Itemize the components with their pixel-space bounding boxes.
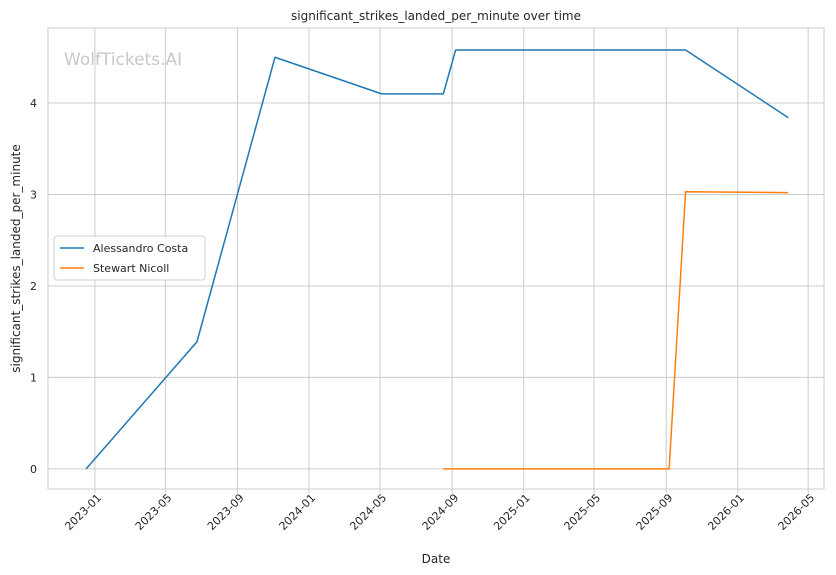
legend-box [53,235,206,281]
series-lines [85,49,789,470]
x-tick-label: 2025-01 [491,491,533,533]
y-tick-label: 1 [30,371,37,384]
x-axis-ticks: 2023-01 2023-05 2023-09 2024-01 2024-05 2024-… [62,489,817,533]
watermark: WolfTickets.AI [64,50,182,70]
x-tick-label: 2025-05 [562,491,604,533]
x-tick-label: 2026-01 [705,491,747,533]
grid-lines [48,28,824,489]
y-tick-label: 3 [30,188,37,201]
legend: Alessandro Costa Stewart Nicoll [53,235,206,281]
legend-label: Stewart Nicoll [93,262,169,275]
x-tick-label: 2023-05 [133,491,175,533]
series-line-stewart-nicoll [443,190,789,470]
x-tick-label: 2024-05 [347,491,389,533]
legend-label: Alessandro Costa [93,242,188,255]
series-line-alessandro-costa [85,49,789,470]
plot-frame [47,27,825,490]
x-axis-label: Date [422,552,451,566]
x-tick-label: 2024-09 [420,491,462,533]
y-tick-label: 2 [30,280,37,293]
x-tick-label: 2023-09 [205,491,247,533]
x-tick-label: 2023-01 [62,491,104,533]
x-tick-label: 2024-01 [277,491,319,533]
y-tick-label: 0 [30,463,37,476]
y-tick-label: 4 [30,97,37,110]
y-axis-label: significant_strikes_landed_per_minute [9,144,23,373]
chart-title: significant_strikes_landed_per_minute ov… [291,9,581,23]
x-tick-label: 2026-05 [776,491,818,533]
x-tick-label: 2025-09 [634,491,676,533]
y-axis-ticks: 0 1 2 3 4 [30,97,37,476]
